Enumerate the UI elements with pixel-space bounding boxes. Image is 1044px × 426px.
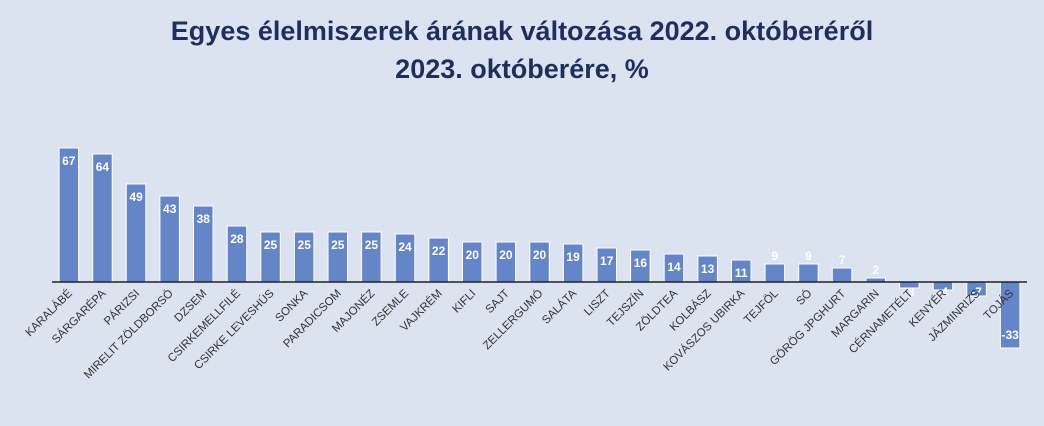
value-label: 19 <box>566 250 580 264</box>
value-label: -3 <box>904 285 915 299</box>
category-label: SÓ <box>794 287 815 308</box>
bar <box>764 263 786 283</box>
category-label: KIFLI <box>451 288 479 316</box>
value-label: 25 <box>264 238 278 252</box>
value-label: 11 <box>735 266 748 280</box>
category-label: TEJFÖL <box>742 287 781 326</box>
chart-title-line-1: Egyes élelmiszerek árának változása 2022… <box>170 16 874 46</box>
value-label: 49 <box>129 190 143 204</box>
value-label: 25 <box>365 238 379 252</box>
category-label: ZELLERGUMÓ <box>480 287 545 352</box>
category-label: LISZT <box>582 288 613 319</box>
value-label: 25 <box>298 238 312 252</box>
value-label: 43 <box>163 202 177 216</box>
value-label: 17 <box>600 254 614 268</box>
value-label: 25 <box>331 238 345 252</box>
value-label: 20 <box>533 248 547 262</box>
value-label: 9 <box>805 249 812 263</box>
category-label: SALÁTA <box>539 287 579 327</box>
value-label: -4 <box>938 285 949 299</box>
category-label: PARADICSOM <box>281 288 344 351</box>
value-label: 2 <box>872 263 879 277</box>
value-label: -33 <box>1002 328 1020 342</box>
chart-title: Egyes élelmiszerek árának változása 2022… <box>0 12 1044 88</box>
value-label: 28 <box>230 232 244 246</box>
value-label: 20 <box>466 248 480 262</box>
category-label: SAJT <box>484 288 512 316</box>
value-label: 64 <box>96 160 110 174</box>
chart-title-line-2: 2023. októberére, % <box>395 54 649 84</box>
value-label: -7 <box>971 285 982 299</box>
value-label: 20 <box>499 248 513 262</box>
bar <box>58 147 80 283</box>
bar <box>831 267 853 283</box>
value-label: 38 <box>197 212 211 226</box>
value-label: 16 <box>634 256 648 270</box>
value-label: 67 <box>62 154 76 168</box>
value-label: 24 <box>398 240 412 254</box>
value-label: 13 <box>701 262 715 276</box>
value-label: 9 <box>771 249 778 263</box>
category-label: CÉRNAMETÉLT <box>846 287 915 356</box>
bar <box>798 263 819 283</box>
bars <box>58 147 1021 349</box>
value-labels: 67 64 49 43 38 28 25 25 25 25 24 22 20 20 20 19 17 16 14 13… <box>62 154 1019 342</box>
value-label: 7 <box>839 253 846 267</box>
value-label: 22 <box>432 244 446 258</box>
value-label: 14 <box>667 260 681 274</box>
